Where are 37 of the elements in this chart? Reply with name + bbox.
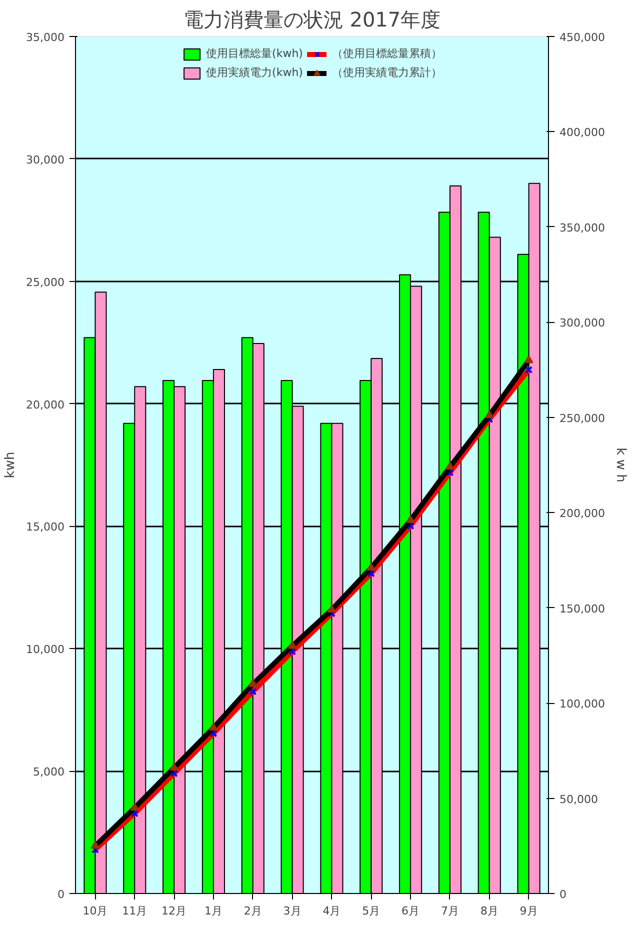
x-tick-label: 11月 xyxy=(122,904,148,918)
y2-tick-label: 450,000 xyxy=(560,31,605,44)
x-tick-label: 1月 xyxy=(204,904,222,918)
x-tick-label: 9月 xyxy=(520,904,538,918)
y-axis-title: kwh xyxy=(3,452,18,478)
x-tick-label: 3月 xyxy=(283,904,302,918)
y-tick-label: 35,000 xyxy=(26,31,65,44)
legend-label: （使用目標総量累積） xyxy=(332,46,442,61)
y2-axis-title: k w h xyxy=(612,448,628,482)
y2-tick-label: 250,000 xyxy=(560,412,605,425)
legend-label: （使用実績電力累計） xyxy=(332,65,442,80)
y2-tick-label: 0 xyxy=(560,888,566,901)
y2-tick-label: 150,000 xyxy=(560,602,605,616)
x-tick-label: 5月 xyxy=(362,904,380,918)
y-tick-label: 25,000 xyxy=(26,276,65,289)
y2-tick-label: 100,000 xyxy=(560,698,605,711)
y-tick-label: 5,000 xyxy=(33,766,65,779)
x-tick-label: 10月 xyxy=(82,904,108,918)
y-tick-label: 20,000 xyxy=(26,398,65,412)
y2-tick-label: 50,000 xyxy=(560,792,598,806)
legend-label: 使用実績電力(kwh) xyxy=(206,65,303,80)
x-tick-label: 7月 xyxy=(440,904,459,918)
y-tick-label: 15,000 xyxy=(26,520,65,534)
legend-label: 使用目標総量(kwh) xyxy=(206,46,303,61)
y-tick-label: 0 xyxy=(58,888,64,901)
y2-tick-label: 350,000 xyxy=(560,221,605,234)
x-tick-label: 12月 xyxy=(162,904,187,918)
y2-tick-label: 400,000 xyxy=(560,126,605,140)
x-tick-label: 2月 xyxy=(244,904,262,918)
y2-tick-label: 200,000 xyxy=(560,507,605,520)
x-tick-label: 6月 xyxy=(402,904,420,918)
x-tick-label: 8月 xyxy=(480,904,498,918)
y-tick-label: 10,000 xyxy=(26,643,65,656)
y2-tick-label: 300,000 xyxy=(560,316,605,330)
chart-title: 電力消費量の状況 2017年度 xyxy=(183,8,441,32)
x-tick-label: 4月 xyxy=(322,904,341,918)
y-tick-label: 30,000 xyxy=(26,153,65,166)
